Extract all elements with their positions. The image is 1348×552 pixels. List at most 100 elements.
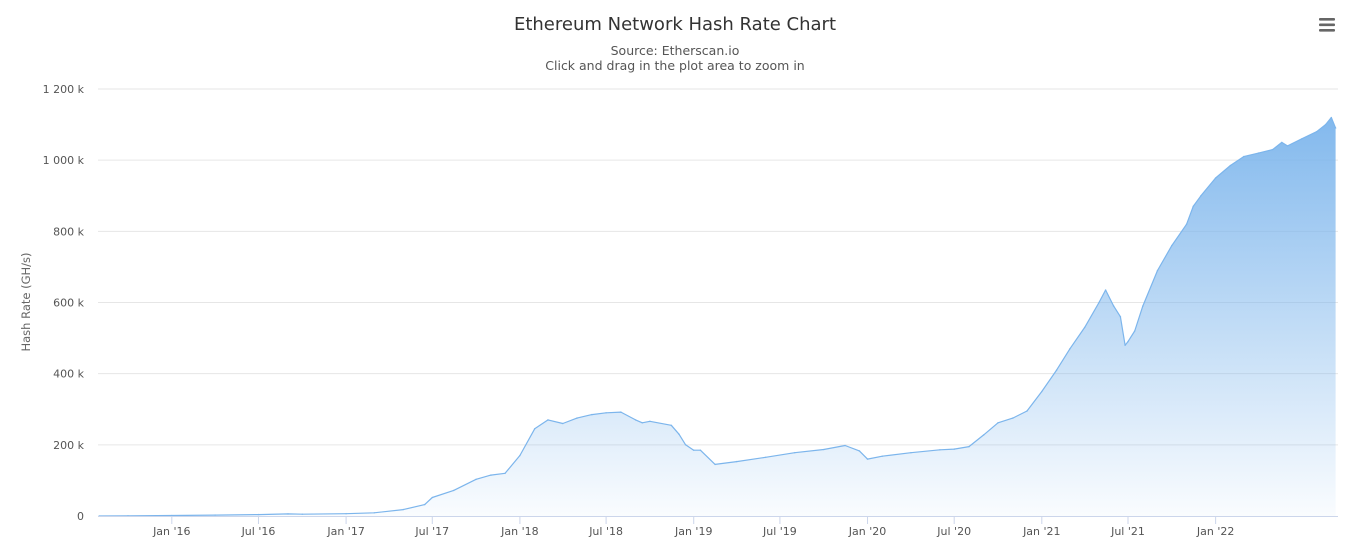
hash-rate-data-point (1104, 289, 1107, 291)
y-tick-label: 400 k (53, 368, 84, 381)
y-tick-label: 1 000 k (43, 154, 85, 167)
hash-rate-data-point (605, 412, 607, 414)
hash-rate-data-point (452, 489, 455, 492)
hash-rate-data-point (699, 449, 702, 452)
hash-rate-data-point (1281, 141, 1283, 144)
export-menu-button[interactable] (1312, 12, 1342, 38)
hash-rate-data-point (1041, 390, 1043, 393)
hash-rate-data-point (953, 448, 955, 450)
hash-rate-data-point (1012, 417, 1014, 419)
hash-rate-data-point (1286, 145, 1289, 147)
hash-rate-data-point (423, 503, 426, 506)
hash-rate-data-point (1272, 148, 1274, 151)
hash-rate-data-point (939, 449, 941, 451)
hash-rate-data-point (547, 419, 549, 421)
y-axis-title: Hash Rate (GH/s) (19, 252, 33, 351)
y-tick-label: 0 (77, 510, 84, 523)
x-axis: Jan '16 Jul '16 Jan '17 Jul '17 Jan '18 Jul '… (98, 516, 1338, 538)
x-tick-label: Jan '19 (674, 525, 712, 538)
hash-rate-data-point (858, 450, 861, 452)
hash-rate-data-point (1200, 195, 1202, 197)
hash-rate-data-point (692, 449, 695, 452)
x-tick-label: Jul '21 (1110, 525, 1145, 538)
hash-rate-data-point (634, 419, 637, 421)
hash-rate-data-point (649, 420, 651, 423)
hash-rate-data-point (1214, 177, 1217, 179)
hash-rate-data-point (475, 478, 477, 481)
hash-rate-data-point (287, 513, 289, 515)
hash-rate-data-point (1324, 123, 1327, 126)
hash-rate-data-point (1315, 130, 1318, 133)
hash-rate-data-point (1142, 305, 1144, 307)
hash-rate-data-point (641, 422, 644, 424)
hash-rate-data-point (1083, 326, 1086, 329)
y-tick-label: 800 k (53, 225, 84, 238)
hash-rate-data-point (373, 512, 376, 514)
hash-rate-data-point (1334, 127, 1337, 129)
hash-rate-data-point (171, 514, 173, 517)
hash-rate-series-line (98, 116, 1337, 517)
hash-rate-data-point (1112, 305, 1115, 307)
hash-rate-data-point (519, 454, 521, 457)
hash-rate-data-point (764, 456, 767, 459)
y-tick-label: 1 200 k (43, 83, 85, 96)
x-tick-label: Jul '18 (588, 525, 623, 538)
hash-rate-data-point (1330, 116, 1333, 119)
hash-rate-data-point (1069, 348, 1071, 350)
x-tick-label: Jan '16 (152, 525, 190, 538)
hash-rate-data-point (591, 413, 593, 416)
hash-rate-data-point (301, 513, 304, 515)
hash-rate-data-point (982, 434, 985, 436)
plot-area[interactable] (98, 116, 1337, 517)
hash-rate-data-point (1124, 344, 1126, 347)
hash-rate-data-point (881, 455, 884, 458)
hash-rate-data-point (533, 428, 536, 430)
hash-rate-data-point (670, 424, 673, 427)
hamburger-menu-icon (1319, 18, 1335, 32)
x-tick-label: Jan '18 (500, 525, 538, 538)
hash-rate-data-point (1171, 244, 1173, 247)
hash-rate-data-point (1127, 340, 1129, 343)
chart-subtitle-zoom-hint: Click and drag in the plot area to zoom … (545, 58, 804, 73)
hash-rate-data-point (822, 448, 825, 451)
hash-rate-data-point (714, 463, 716, 466)
hash-rate-data-point (576, 417, 578, 419)
x-tick-label: Jul '19 (762, 525, 797, 538)
hash-rate-data-point (1192, 205, 1194, 208)
hash-rate-data-point (345, 512, 347, 515)
hash-rate-data-point (793, 451, 796, 454)
hash-rate-data-point (678, 433, 680, 436)
hash-rate-data-point (866, 458, 869, 460)
x-tick-label: Jan '22 (1196, 525, 1234, 538)
hash-rate-data-point (214, 514, 216, 516)
hash-rate-data-point (490, 474, 492, 476)
x-tick-label: Jan '17 (326, 525, 364, 538)
hash-rate-data-point (620, 411, 622, 413)
hash-rate-data-point (1185, 223, 1188, 225)
chart-subtitle-source: Source: Etherscan.io (611, 43, 740, 58)
hash-rate-data-point (1098, 301, 1100, 304)
hash-rate-data-point (1119, 315, 1122, 318)
y-axis-tick-labels: 0 200 k 400 k 600 k 800 k 1 000 k 1 200 k (43, 83, 85, 523)
hash-rate-data-point (844, 444, 846, 447)
hash-rate-data-point (1055, 369, 1058, 371)
chart-title: Ethereum Network Hash Rate Chart (514, 14, 836, 35)
hash-rate-data-point (1229, 164, 1232, 167)
hash-rate-data-point (1257, 152, 1260, 154)
hash-rate-data-point (910, 451, 912, 454)
y-tick-label: 600 k (53, 297, 84, 310)
hash-rate-data-point (1242, 155, 1245, 158)
hash-rate-data-point (1133, 330, 1136, 332)
hash-rate-data-point (504, 472, 506, 475)
hash-rate-data-point (562, 422, 564, 425)
hash-rate-data-point (402, 508, 405, 511)
hash-rate-data-point (684, 444, 687, 446)
hash-rate-data-point (257, 513, 260, 516)
hash-rate-data-point (997, 422, 999, 424)
x-tick-label: Jul '17 (414, 525, 449, 538)
x-tick-label: Jul '16 (241, 525, 276, 538)
hash-rate-data-point (1026, 410, 1028, 412)
y-tick-label: 200 k (53, 439, 84, 452)
hash-rate-data-point (431, 496, 434, 499)
